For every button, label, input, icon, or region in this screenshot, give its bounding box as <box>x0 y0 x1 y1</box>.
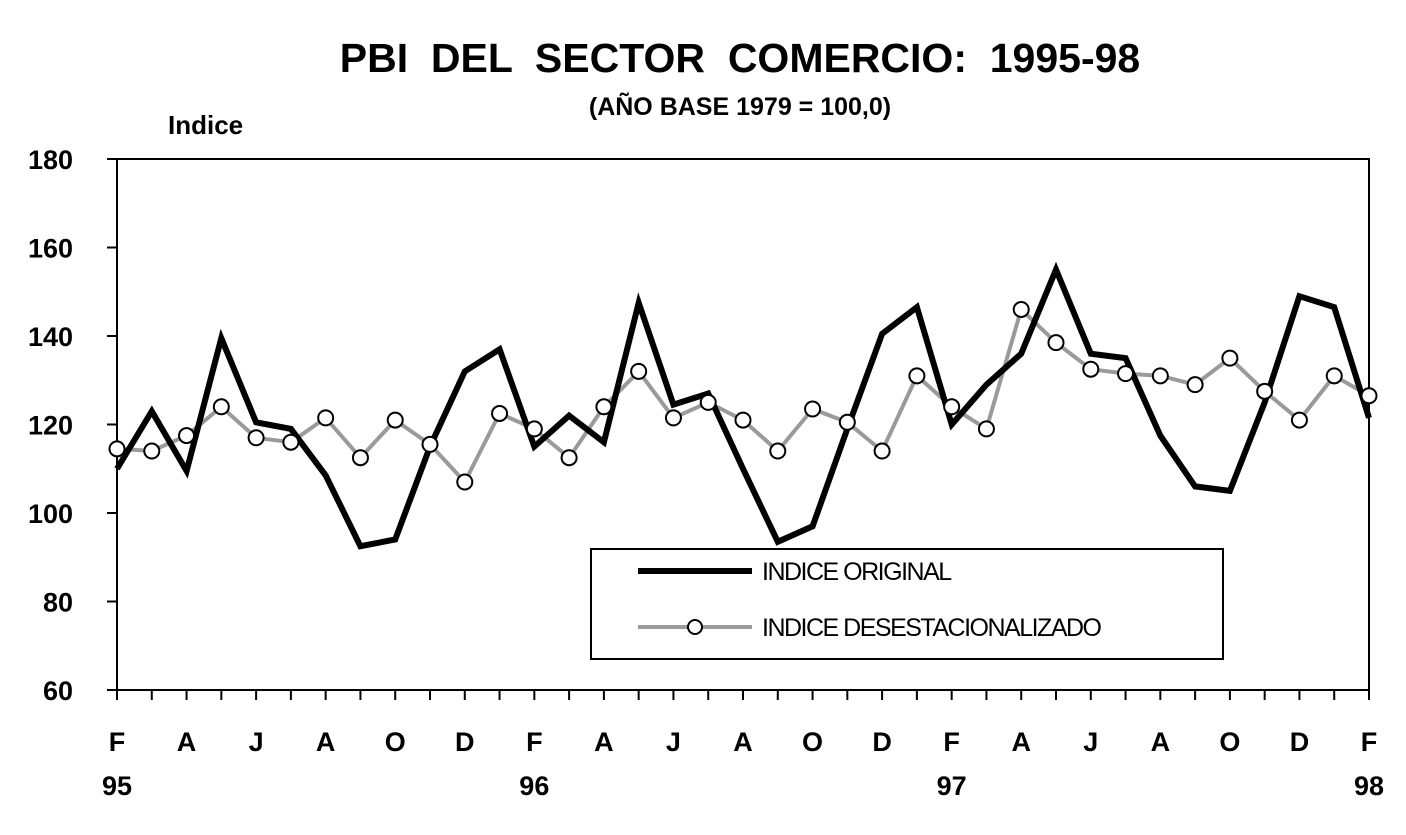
x-month-label: D <box>455 727 475 757</box>
series-point-deseasonalized <box>456 473 474 491</box>
x-month-label: D <box>872 727 892 757</box>
series-point-deseasonalized <box>247 429 265 447</box>
x-month-label: A <box>594 727 614 757</box>
series-point-deseasonalized <box>1221 349 1239 367</box>
series-line-original <box>114 261 1372 550</box>
series-point-deseasonalized <box>386 411 404 429</box>
series-point-deseasonalized <box>560 449 578 467</box>
y-tick-label: 100 <box>28 499 73 529</box>
series-point-deseasonalized <box>908 367 926 385</box>
series-point-deseasonalized <box>664 409 682 427</box>
series-point-deseasonalized <box>943 398 961 416</box>
series-point-deseasonalized <box>1290 411 1308 429</box>
series-point-deseasonalized <box>1012 300 1030 318</box>
y-tick-label: 160 <box>28 234 73 264</box>
x-month-label: A <box>1151 727 1171 757</box>
x-month-label: F <box>1361 727 1378 757</box>
x-year-label: 96 <box>519 771 549 801</box>
y-tick-label: 80 <box>43 588 73 618</box>
x-month-label: O <box>802 727 823 757</box>
series-point-deseasonalized <box>1325 367 1343 385</box>
series-point-deseasonalized <box>351 449 369 467</box>
series-point-deseasonalized <box>734 411 752 429</box>
series-point-deseasonalized <box>421 435 439 453</box>
series-point-deseasonalized <box>317 409 335 427</box>
series-point-deseasonalized <box>1047 334 1065 352</box>
x-month-label: A <box>316 727 336 757</box>
y-tick-label: 60 <box>43 676 73 706</box>
legend-label-deseasonalized: INDICE DESESTACIONALIZADO <box>762 614 1102 642</box>
series-point-deseasonalized <box>699 393 717 411</box>
series-point-deseasonalized <box>1082 360 1100 378</box>
series-point-deseasonalized <box>804 400 822 418</box>
y-axis: 60 80 100 120 140 160 180 <box>28 145 117 706</box>
series-point-deseasonalized <box>491 404 509 422</box>
x-month-label: A <box>177 727 197 757</box>
series-point-deseasonalized <box>1151 367 1169 385</box>
legend-label-original: INDICE ORIGINAL <box>762 558 952 586</box>
chart-title: PBI DEL SECTOR COMERCIO: 1995-98 <box>340 35 1140 81</box>
series-point-deseasonalized <box>1256 382 1274 400</box>
x-month-label: O <box>1219 727 1240 757</box>
chart-subtitle: (AÑO BASE 1979 = 100,0) <box>589 91 891 121</box>
series-point-deseasonalized <box>1186 376 1204 394</box>
y-axis-label: Indice <box>168 110 243 140</box>
legend: INDICE ORIGINAL INDICE DESESTACIONALIZAD… <box>590 548 1224 660</box>
y-tick-label: 140 <box>28 322 73 352</box>
x-month-label: J <box>666 727 681 757</box>
series-point-deseasonalized <box>282 433 300 451</box>
legend-box <box>590 548 1224 660</box>
x-month-label: F <box>943 727 960 757</box>
x-month-label: J <box>249 727 264 757</box>
x-axis: F A J A O D F A J A O D F A J A O D F 95 96 97 98 <box>102 690 1384 801</box>
x-year-label: 95 <box>102 771 132 801</box>
x-month-label: O <box>385 727 406 757</box>
y-tick-label: 180 <box>28 145 73 175</box>
legend-marker-deseasonalized <box>687 619 703 635</box>
x-month-label: D <box>1290 727 1310 757</box>
series-point-deseasonalized <box>977 420 995 438</box>
series-point-deseasonalized <box>630 362 648 380</box>
x-year-label: 97 <box>937 771 967 801</box>
series-point-deseasonalized <box>525 420 543 438</box>
x-month-label: J <box>1083 727 1098 757</box>
series-point-deseasonalized <box>873 442 891 460</box>
series-point-deseasonalized <box>212 398 230 416</box>
x-month-label: F <box>526 727 543 757</box>
series-point-deseasonalized <box>143 442 161 460</box>
x-year-label: 98 <box>1354 771 1384 801</box>
series-point-deseasonalized <box>769 442 787 460</box>
series-point-deseasonalized <box>108 440 126 458</box>
x-month-label: F <box>109 727 126 757</box>
y-tick-label: 120 <box>28 411 73 441</box>
series-point-deseasonalized <box>178 427 196 445</box>
series-point-deseasonalized <box>595 398 613 416</box>
x-month-label: A <box>1011 727 1031 757</box>
series-point-deseasonalized <box>1360 387 1378 405</box>
series-point-deseasonalized <box>838 413 856 431</box>
series-layer <box>108 261 1378 550</box>
series-point-deseasonalized <box>1117 365 1135 383</box>
x-month-label: A <box>733 727 753 757</box>
